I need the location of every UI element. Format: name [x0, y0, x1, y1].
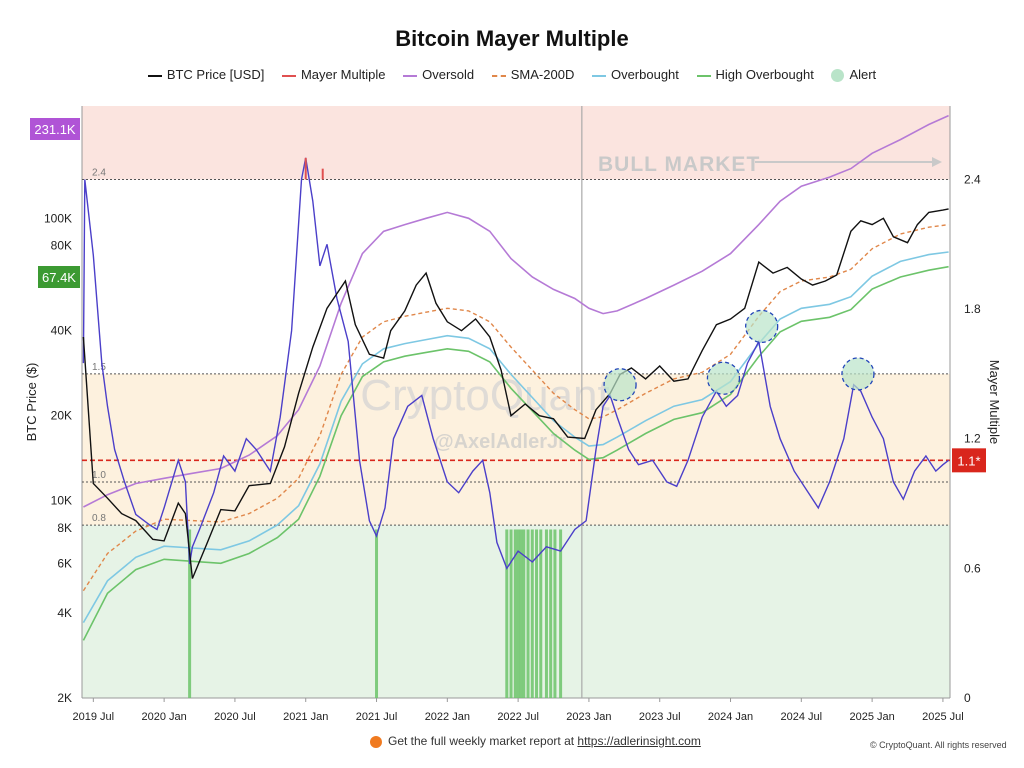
ref-label-0.8: 0.8 — [92, 513, 106, 524]
right-tick-2.4: 2.4 — [964, 172, 981, 186]
oversold-bar-2 — [505, 529, 509, 698]
footer: Get the full weekly market report at htt… — [370, 734, 701, 748]
left-tick-100K: 100K — [44, 211, 72, 225]
left-axis-title: BTC Price ($) — [24, 363, 39, 442]
x-tick-0: 2019 Jul — [73, 711, 115, 723]
oversold-badge: 231.1K — [34, 122, 76, 137]
legend-swatch — [147, 74, 162, 77]
mayer-badge: 1.1* — [957, 453, 980, 468]
oversold-bar-11 — [539, 529, 543, 698]
alert-circle-3 — [841, 357, 875, 391]
oversold-bar-1 — [375, 529, 379, 698]
right-tick-1.8: 1.8 — [964, 302, 981, 316]
x-tick-8: 2023 Jul — [639, 711, 681, 723]
left-tick-40K: 40K — [51, 324, 72, 338]
oversold-bar-7 — [522, 529, 526, 698]
left-tick-8K: 8K — [57, 521, 72, 535]
ref-label-2.4: 2.4 — [92, 167, 106, 178]
left-tick-80K: 80K — [51, 239, 72, 253]
oversold-bar-6 — [519, 529, 523, 698]
series-btc-price — [82, 208, 949, 579]
legend-swatch — [281, 74, 296, 77]
legend-alert: Alert — [831, 67, 876, 83]
oversold-bar-0 — [188, 529, 192, 698]
legend-swatch — [591, 74, 606, 77]
alert-circle-0 — [603, 368, 637, 402]
x-tick-9: 2024 Jan — [708, 711, 753, 723]
annotation-bull-market: BULL MARKET — [598, 153, 760, 176]
left-tick-6K: 6K — [57, 556, 72, 570]
x-tick-4: 2021 Jul — [356, 711, 398, 723]
x-tick-1: 2020 Jan — [141, 711, 186, 723]
left-tick-20K: 20K — [51, 409, 72, 423]
legend-btc-price: BTC Price [USD] — [147, 67, 264, 82]
series-overbought — [82, 251, 949, 623]
left-tick-10K: 10K — [51, 494, 72, 508]
oversold-bar-5 — [516, 529, 520, 698]
legend-swatch — [696, 74, 711, 77]
chart-title: Bitcoin Mayer Multiple — [395, 26, 629, 51]
oversold-bar-15 — [559, 529, 563, 698]
x-tick-10: 2024 Jul — [781, 711, 823, 723]
oversold-bar-8 — [526, 529, 530, 698]
legend-swatch — [491, 74, 506, 77]
series-high-overbought — [82, 265, 949, 641]
oversold-bar-13 — [549, 529, 553, 698]
high-overbought-badge-bg — [38, 266, 80, 288]
series-sma200 — [82, 223, 949, 592]
right-axis-title: Mayer Multiple — [987, 360, 1002, 445]
legend-high-overbought: High Overbought — [696, 67, 814, 82]
footer-link[interactable]: https://adlerinsight.com — [577, 734, 701, 748]
left-tick-4K: 4K — [57, 606, 72, 620]
x-tick-3: 2021 Jan — [283, 711, 328, 723]
legend-oversold: Oversold — [403, 67, 474, 82]
band-1 — [82, 373, 950, 526]
right-tick-1.2: 1.2 — [964, 432, 981, 446]
left-tick-2K: 2K — [57, 691, 72, 705]
watermark-handle: @AxelAdlerJr — [434, 431, 566, 453]
band-0 — [82, 106, 950, 180]
adler-logo-icon — [370, 735, 382, 748]
ref-label-1.5: 1.5 — [92, 362, 106, 373]
x-tick-6: 2022 Jul — [497, 711, 539, 723]
copyright: © CryptoQuant. All rights reserved — [870, 740, 1007, 750]
high-overbought-badge: 67.4K — [42, 270, 76, 285]
oversold-bar-3 — [509, 529, 513, 698]
x-tick-2: 2020 Jul — [214, 711, 256, 723]
series-mayer-multiple — [82, 157, 950, 570]
legend-mayer-multiple: Mayer Multiple — [281, 67, 385, 82]
ref-label-1.0: 1.0 — [92, 470, 106, 481]
oversold-bar-10 — [535, 529, 539, 698]
x-tick-7: 2023 Jan — [566, 711, 611, 723]
series-oversold — [83, 114, 949, 508]
alert-circle-2 — [745, 309, 779, 344]
legend-sma200: SMA-200D — [491, 67, 574, 82]
oversold-bar-14 — [553, 529, 557, 698]
footer-text: Get the full weekly market report at — [388, 734, 575, 748]
oversold-badge-bg — [30, 118, 80, 140]
oversold-bar-12 — [544, 529, 548, 698]
legend-overbought: Overbought — [591, 67, 679, 82]
x-tick-11: 2025 Jan — [849, 711, 894, 723]
watermark: CryptoQuant — [360, 371, 609, 420]
oversold-bar-4 — [513, 529, 517, 698]
legend-swatch — [831, 69, 845, 83]
x-tick-5: 2022 Jan — [425, 711, 470, 723]
annotation-arrow-head — [932, 157, 942, 167]
alert-circle-1 — [706, 361, 741, 395]
x-tick-12: 2025 Jul — [922, 711, 964, 723]
right-tick-0.6: 0.6 — [964, 561, 981, 575]
chart-legend: BTC Price [USD] Mayer Multiple Oversold … — [0, 66, 1024, 83]
mayer-badge-bg — [952, 448, 986, 473]
oversold-bar-9 — [530, 529, 534, 698]
legend-swatch — [403, 74, 418, 77]
right-tick-0: 0 — [964, 691, 971, 705]
